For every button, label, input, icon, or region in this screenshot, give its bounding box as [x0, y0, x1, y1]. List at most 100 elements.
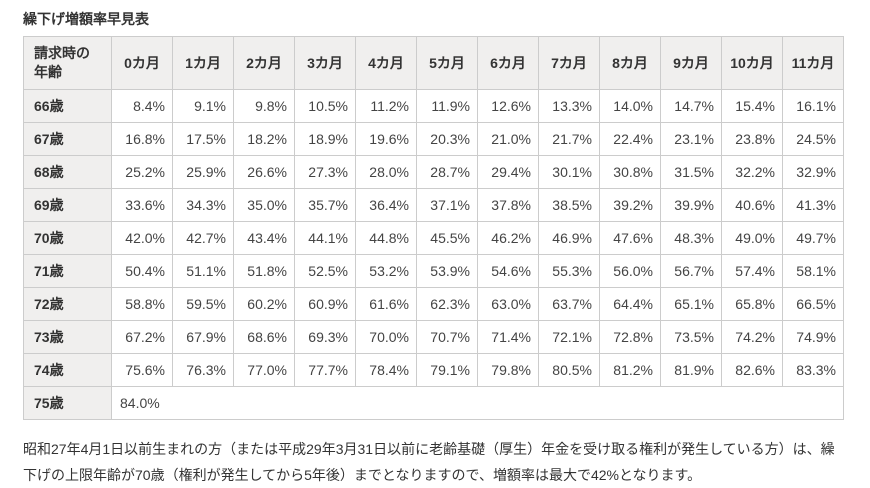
rate-cell: 71.4%	[477, 320, 539, 354]
rate-cell: 32.2%	[721, 155, 783, 189]
rate-cell: 65.1%	[660, 287, 722, 321]
rate-cell: 28.7%	[416, 155, 478, 189]
rate-cell: 49.7%	[782, 221, 844, 255]
rate-cell: 54.6%	[477, 254, 539, 288]
table-row: 72歳 58.8% 59.5% 60.2% 60.9% 61.6% 62.3% 63.0% 63…	[23, 287, 844, 321]
rate-cell: 25.2%	[111, 155, 173, 189]
rate-cell: 28.0%	[355, 155, 417, 189]
rate-cell: 19.6%	[355, 122, 417, 156]
rate-cell: 40.6%	[721, 188, 783, 222]
rate-cell: 67.2%	[111, 320, 173, 354]
rate-cell: 35.7%	[294, 188, 356, 222]
rate-cell: 21.0%	[477, 122, 539, 156]
rate-cell: 33.6%	[111, 188, 173, 222]
rate-cell: 69.3%	[294, 320, 356, 354]
table-row: 73歳 67.2% 67.9% 68.6% 69.3% 70.0% 70.7% 71.4% 72…	[23, 320, 844, 354]
table-body: 66歳 8.4% 9.1% 9.8% 10.5% 11.2% 11.9% 12.6% 13.3%…	[23, 89, 844, 420]
age-label: 66歳	[23, 89, 112, 123]
table-row: 71歳 50.4% 51.1% 51.8% 52.5% 53.2% 53.9% 54.6% 55…	[23, 254, 844, 288]
rate-cell: 14.0%	[599, 89, 661, 123]
rate-cell: 70.0%	[355, 320, 417, 354]
table-header: 請求時の 年齢 0カ月 1カ月 2カ月 3カ月 4カ月 5カ月 6カ月 7カ月 8カ月 9カ月 10カ…	[23, 36, 844, 90]
rate-cell: 80.5%	[538, 353, 600, 387]
table-row: 70歳 42.0% 42.7% 43.4% 44.1% 44.8% 45.5% 46.2% 46…	[23, 221, 844, 255]
month-header: 0カ月	[111, 36, 173, 90]
rate-cell: 27.3%	[294, 155, 356, 189]
rate-cell: 23.8%	[721, 122, 783, 156]
rate-cell: 42.7%	[172, 221, 234, 255]
rate-cell: 44.8%	[355, 221, 417, 255]
month-header: 9カ月	[660, 36, 722, 90]
rate-cell: 38.5%	[538, 188, 600, 222]
rate-cell: 55.3%	[538, 254, 600, 288]
age-label: 75歳	[23, 386, 112, 420]
rate-cell: 64.4%	[599, 287, 661, 321]
month-header: 3カ月	[294, 36, 356, 90]
rate-cell: 11.2%	[355, 89, 417, 123]
age-header: 請求時の 年齢	[23, 36, 112, 90]
rate-cell: 11.9%	[416, 89, 478, 123]
rate-cell: 14.7%	[660, 89, 722, 123]
month-header: 4カ月	[355, 36, 417, 90]
rate-cell: 24.5%	[782, 122, 844, 156]
rate-cell: 31.5%	[660, 155, 722, 189]
rate-cell: 22.4%	[599, 122, 661, 156]
rate-cell: 75.6%	[111, 353, 173, 387]
month-header: 11カ月	[782, 36, 844, 90]
page-title: 繰下げ増額率早見表	[23, 11, 149, 27]
rate-cell: 56.7%	[660, 254, 722, 288]
rate-cell: 62.3%	[416, 287, 478, 321]
rate-cell: 58.8%	[111, 287, 173, 321]
rate-cell: 12.6%	[477, 89, 539, 123]
rate-cell: 84.0%	[111, 386, 844, 420]
rate-cell: 44.1%	[294, 221, 356, 255]
age-header-line1: 請求時の	[34, 45, 90, 61]
rate-cell: 34.3%	[172, 188, 234, 222]
rate-cell: 23.1%	[660, 122, 722, 156]
rate-cell: 25.9%	[172, 155, 234, 189]
rate-cell: 66.5%	[782, 287, 844, 321]
rate-cell: 82.6%	[721, 353, 783, 387]
rate-cell: 51.1%	[172, 254, 234, 288]
rate-cell: 46.2%	[477, 221, 539, 255]
rate-cell: 30.8%	[599, 155, 661, 189]
rate-cell: 63.0%	[477, 287, 539, 321]
rate-cell: 42.0%	[111, 221, 173, 255]
rate-cell: 39.9%	[660, 188, 722, 222]
rate-cell: 79.1%	[416, 353, 478, 387]
month-header: 1カ月	[172, 36, 234, 90]
rate-cell: 81.2%	[599, 353, 661, 387]
rate-cell: 67.9%	[172, 320, 234, 354]
rate-cell: 68.6%	[233, 320, 295, 354]
rate-cell: 78.4%	[355, 353, 417, 387]
age-label: 72歳	[23, 287, 112, 321]
rate-cell: 29.4%	[477, 155, 539, 189]
rate-cell: 18.9%	[294, 122, 356, 156]
rate-cell: 74.9%	[782, 320, 844, 354]
rate-cell: 20.3%	[416, 122, 478, 156]
age-label: 67歳	[23, 122, 112, 156]
rate-cell: 15.4%	[721, 89, 783, 123]
rate-cell: 35.0%	[233, 188, 295, 222]
rate-cell: 74.2%	[721, 320, 783, 354]
rate-cell: 70.7%	[416, 320, 478, 354]
rate-cell: 58.1%	[782, 254, 844, 288]
rate-cell: 17.5%	[172, 122, 234, 156]
rate-cell: 37.1%	[416, 188, 478, 222]
rate-cell: 72.1%	[538, 320, 600, 354]
rate-cell: 13.3%	[538, 89, 600, 123]
month-header: 2カ月	[233, 36, 295, 90]
table-row: 74歳 75.6% 76.3% 77.0% 77.7% 78.4% 79.1% 79.8% 80…	[23, 353, 844, 387]
rate-cell: 63.7%	[538, 287, 600, 321]
age-label: 71歳	[23, 254, 112, 288]
table-row: 66歳 8.4% 9.1% 9.8% 10.5% 11.2% 11.9% 12.6% 13.3%…	[23, 89, 844, 123]
age-label: 68歳	[23, 155, 112, 189]
rate-cell: 21.7%	[538, 122, 600, 156]
rate-cell: 9.1%	[172, 89, 234, 123]
month-header: 7カ月	[538, 36, 600, 90]
rate-cell: 9.8%	[233, 89, 295, 123]
rate-cell: 56.0%	[599, 254, 661, 288]
age-label: 70歳	[23, 221, 112, 255]
month-header: 5カ月	[416, 36, 478, 90]
